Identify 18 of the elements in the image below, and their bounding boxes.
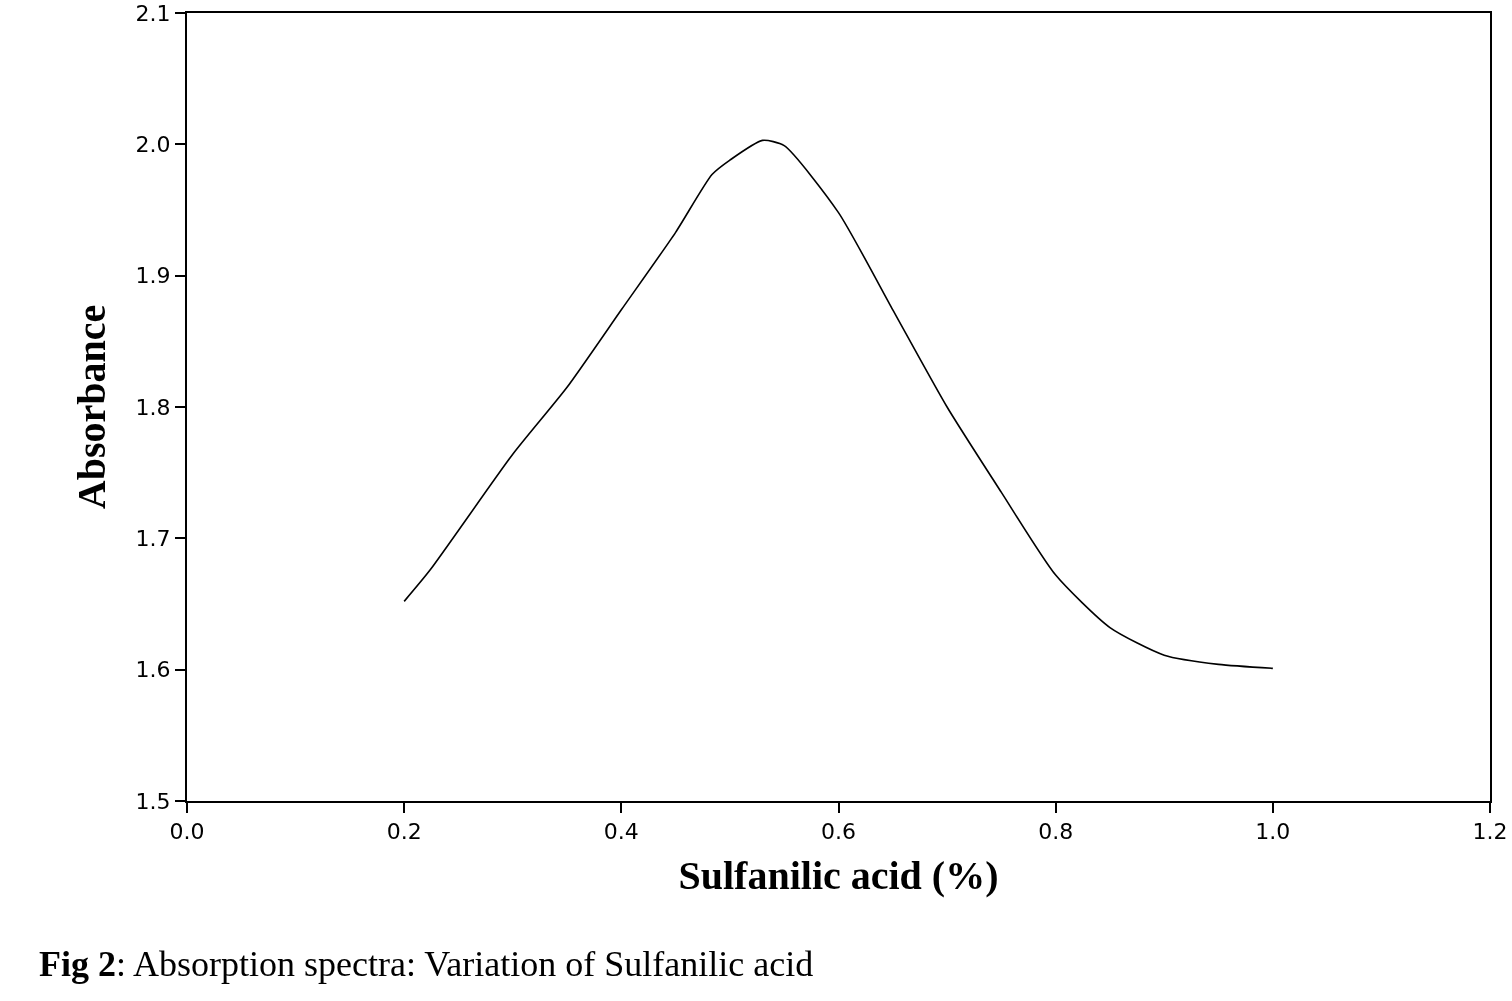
x-tick-label: 0.6: [821, 819, 856, 845]
y-tick-label: 1.7: [135, 526, 171, 552]
x-tick-label: 0.4: [603, 819, 639, 845]
line-series: [403, 139, 1274, 670]
y-tick-label: 1.5: [135, 788, 171, 814]
y-tick-label: 1.9: [135, 263, 171, 289]
y-tick-label: 2.0: [135, 132, 171, 158]
y-tick-label: 2.1: [135, 0, 171, 26]
x-tick-label: 1.0: [1255, 819, 1291, 845]
y-tick-label: 1.6: [135, 657, 171, 683]
x-tick-label: 0.8: [1038, 819, 1074, 845]
y-tick-label: 1.8: [135, 394, 171, 420]
x-tick-label: 0.0: [169, 819, 205, 845]
caption: Fig 2: Absorption spectra: Variation of Sulfanilic acid: [39, 944, 814, 984]
x-tick-label: 1.2: [1472, 819, 1508, 845]
y-axis-title: Absorbance: [68, 304, 114, 510]
x-tick-label: 0.2: [386, 819, 422, 845]
x-axis-title: Sulfanilic acid (%): [678, 853, 999, 899]
